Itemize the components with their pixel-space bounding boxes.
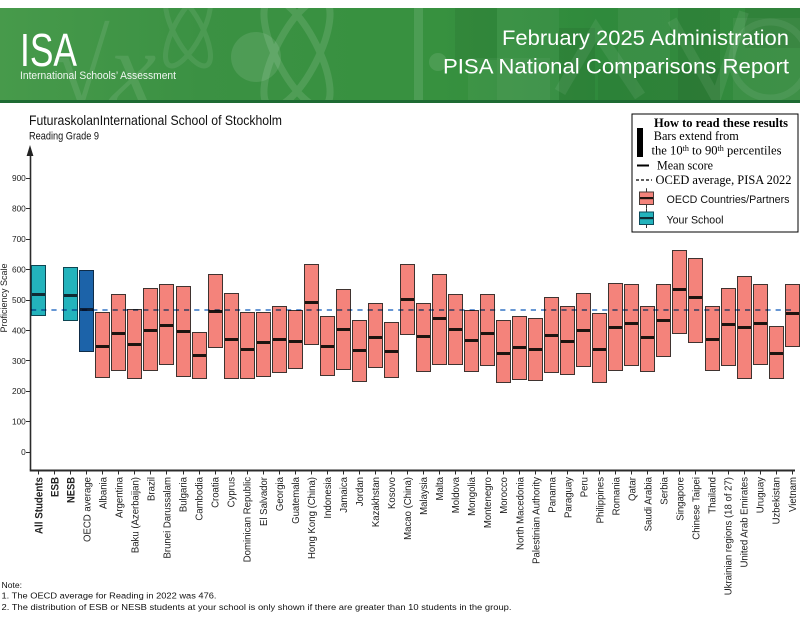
svg-text:400: 400 bbox=[12, 325, 26, 335]
svg-text:North Macedonia: North Macedonia bbox=[515, 477, 526, 550]
svg-text:How to read these results: How to read these results bbox=[654, 116, 788, 130]
svg-text:Baku (Azerbaijan): Baku (Azerbaijan) bbox=[130, 477, 141, 553]
svg-text:ESB: ESB bbox=[50, 477, 62, 497]
svg-text:Cambodia: Cambodia bbox=[194, 477, 205, 521]
svg-text:Brazil: Brazil bbox=[146, 477, 157, 501]
svg-text:Macao (China): Macao (China) bbox=[403, 477, 414, 540]
svg-text:Palestinian Authority: Palestinian Authority bbox=[531, 477, 542, 564]
svg-text:300: 300 bbox=[12, 356, 26, 366]
svg-text:Bars extend from: Bars extend from bbox=[654, 129, 739, 143]
svg-text:Reading Grade 9: Reading Grade 9 bbox=[29, 130, 99, 142]
svg-text:Your School: Your School bbox=[667, 215, 724, 227]
svg-text:Kazakhstan: Kazakhstan bbox=[371, 477, 382, 527]
svg-text:FuturaskolanInternational Scho: FuturaskolanInternational School of Stoc… bbox=[29, 112, 282, 128]
svg-text:Mongolia: Mongolia bbox=[467, 477, 478, 516]
svg-text:800: 800 bbox=[12, 203, 26, 213]
svg-text:El Salvador: El Salvador bbox=[259, 476, 270, 526]
svg-text:900: 900 bbox=[12, 173, 26, 183]
svg-text:Jamaica: Jamaica bbox=[339, 477, 350, 513]
svg-text:Jordan: Jordan bbox=[355, 477, 366, 506]
svg-text:Ukrainian regions (18 of 27): Ukrainian regions (18 of 27) bbox=[723, 477, 734, 595]
svg-text:OECD average: OECD average bbox=[82, 477, 93, 542]
svg-text:200: 200 bbox=[12, 386, 26, 396]
svg-text:Mean score: Mean score bbox=[657, 159, 713, 173]
svg-text:600: 600 bbox=[12, 264, 26, 274]
svg-text:Saudi Arabia: Saudi Arabia bbox=[643, 477, 654, 532]
svg-text:700: 700 bbox=[12, 234, 26, 244]
svg-text:the 10th to 90th percentiles: the 10th to 90th percentiles bbox=[652, 144, 782, 158]
svg-text:All Students: All Students bbox=[34, 477, 46, 534]
svg-text:Peru: Peru bbox=[579, 477, 590, 497]
svg-text:Singapore: Singapore bbox=[675, 477, 686, 521]
svg-text:International Schools’ Assessm: International Schools’ Assessment bbox=[20, 70, 176, 82]
svg-text:OECD Countries/Partners: OECD Countries/Partners bbox=[667, 194, 790, 206]
svg-text:Albania: Albania bbox=[98, 477, 109, 509]
svg-text:Moldova: Moldova bbox=[451, 477, 462, 514]
svg-text:0: 0 bbox=[21, 447, 26, 457]
svg-text:Thailand: Thailand bbox=[707, 477, 718, 514]
svg-text:Malaysia: Malaysia bbox=[419, 477, 430, 515]
svg-text:Romania: Romania bbox=[611, 477, 622, 516]
svg-text:PISA National Comparisons Repo: PISA National Comparisons Report bbox=[443, 56, 789, 79]
svg-text:2. The distribution of ESB or: 2. The distribution of ESB or NESB stude… bbox=[2, 602, 512, 612]
svg-text:Kosovo: Kosovo bbox=[387, 477, 398, 509]
svg-text:Uruguay: Uruguay bbox=[755, 477, 766, 513]
svg-text:Bulgaria: Bulgaria bbox=[178, 477, 189, 513]
svg-text:Chinese Taipei: Chinese Taipei bbox=[691, 477, 702, 540]
svg-text:Georgia: Georgia bbox=[275, 477, 286, 512]
svg-text:Malta: Malta bbox=[435, 477, 446, 501]
svg-text:Argentina: Argentina bbox=[114, 477, 125, 519]
svg-text:United Arab Emirates: United Arab Emirates bbox=[739, 477, 750, 568]
svg-text:Croatia: Croatia bbox=[210, 477, 221, 508]
svg-text:NESB: NESB bbox=[66, 477, 78, 503]
svg-text:Qatar: Qatar bbox=[627, 476, 638, 501]
svg-text:Philippines: Philippines bbox=[595, 477, 606, 523]
svg-text:Panama: Panama bbox=[547, 477, 558, 513]
svg-text:Paraguay: Paraguay bbox=[563, 477, 574, 518]
svg-text:100: 100 bbox=[12, 417, 26, 427]
svg-text:February 2025 Administration: February 2025 Administration bbox=[502, 27, 789, 50]
svg-text:Serbia: Serbia bbox=[659, 477, 670, 505]
svg-text:Uzbekistan: Uzbekistan bbox=[771, 477, 782, 524]
svg-text:Proficiency Scale: Proficiency Scale bbox=[0, 263, 9, 332]
svg-text:Dominican Republic: Dominican Republic bbox=[242, 477, 253, 562]
svg-text:ISA: ISA bbox=[20, 24, 77, 76]
svg-text:Guatemala: Guatemala bbox=[291, 477, 302, 524]
svg-text:Note:: Note: bbox=[2, 580, 23, 590]
svg-text:Montenegro: Montenegro bbox=[483, 477, 494, 529]
svg-text:OCED average, PISA 2022: OCED average, PISA 2022 bbox=[656, 173, 792, 187]
svg-text:Hong Kong (China): Hong Kong (China) bbox=[307, 477, 318, 559]
svg-text:500: 500 bbox=[12, 295, 26, 305]
svg-text:Indonesia: Indonesia bbox=[323, 477, 334, 519]
svg-text:Vietnam: Vietnam bbox=[788, 477, 799, 512]
svg-text:Brunei Darussalam: Brunei Darussalam bbox=[162, 477, 173, 559]
svg-text:√x: √x bbox=[52, 10, 156, 127]
svg-text:1. The OECD average for Readin: 1. The OECD average for Reading in 2022 … bbox=[2, 591, 217, 601]
svg-text:Cyprus: Cyprus bbox=[226, 477, 237, 507]
svg-text:Morocco: Morocco bbox=[499, 477, 510, 514]
